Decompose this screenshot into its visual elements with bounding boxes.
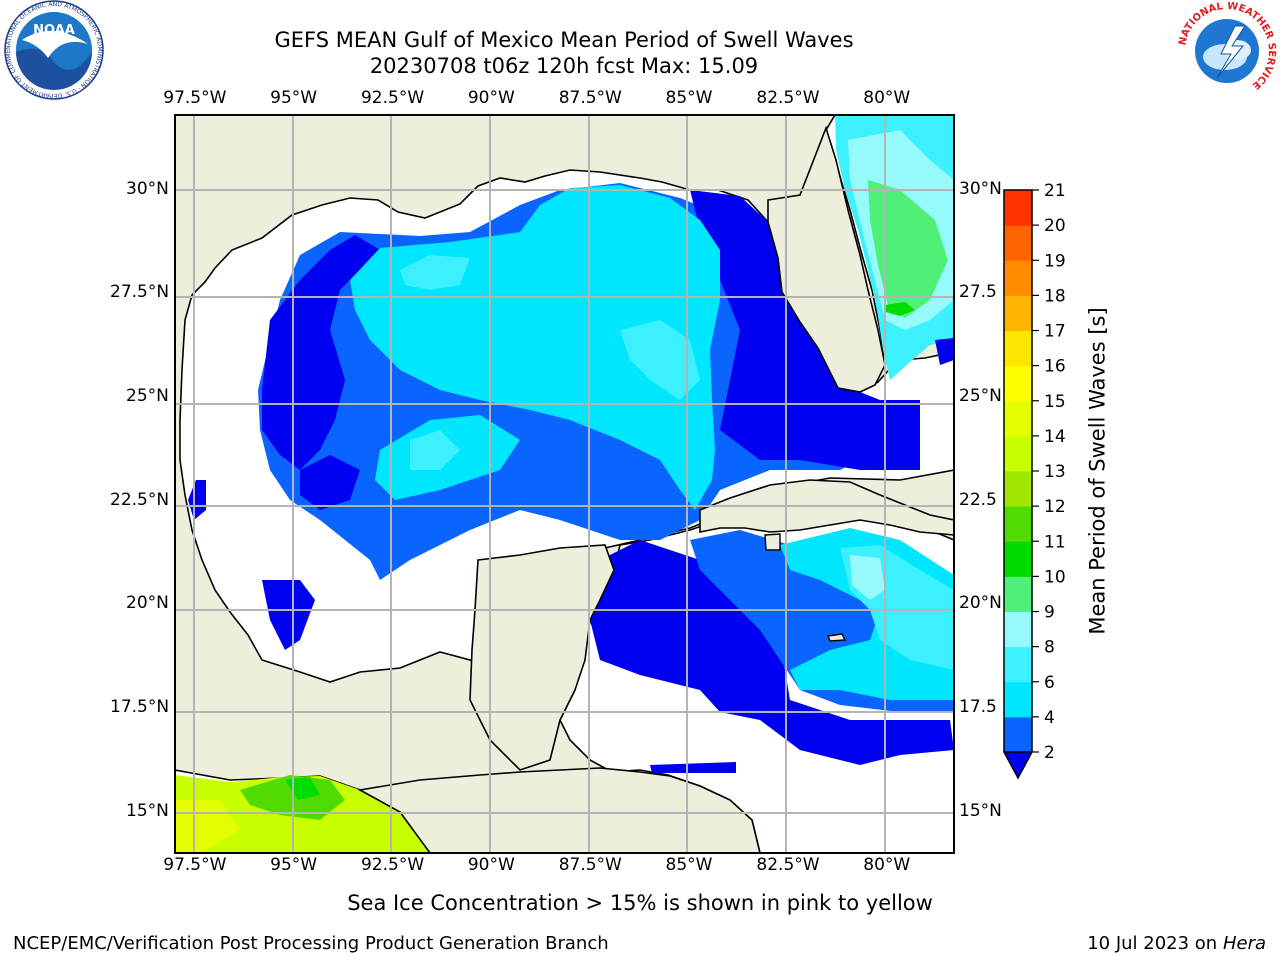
lat-tick-label: 27.5 xyxy=(959,282,997,303)
lat-tick-label: 20°N xyxy=(959,593,1002,614)
colorbar-segment xyxy=(1004,646,1032,683)
jamaica xyxy=(827,633,847,642)
lat-tick-label: 20°N xyxy=(126,593,169,614)
footer-machine: Hera xyxy=(1222,933,1266,954)
lat-tick-label: 17.5°N xyxy=(110,696,170,717)
swell-band-under-2-d xyxy=(590,540,954,765)
colorbar-segment xyxy=(1004,260,1032,296)
colorbar-segment xyxy=(1004,435,1032,472)
lon-tick-label: 87.5°W xyxy=(558,855,622,875)
colorbar-segment xyxy=(1004,681,1032,718)
colorbar-tick-label: 15 xyxy=(1044,392,1066,412)
colorbar-tick-label: 9 xyxy=(1044,603,1055,623)
lon-tick-label: 87.5°W xyxy=(558,88,622,108)
lon-tick-label: 97.5°W xyxy=(163,88,227,108)
lat-tick-label: 30°N xyxy=(126,178,169,199)
colorbar-tick-label: 13 xyxy=(1044,462,1066,482)
colorbar-segment xyxy=(1004,190,1032,226)
colorbar-tick-label: 20 xyxy=(1044,216,1066,236)
colorbar-segment xyxy=(1004,365,1032,402)
lat-tick-label: 22.5 xyxy=(959,489,997,510)
lon-tick-label: 97.5°W xyxy=(163,855,227,875)
sea-ice-note: Sea Ice Concentration > 15% is shown in … xyxy=(347,891,933,915)
lon-tick-label: 80°W xyxy=(863,855,911,875)
colorbar-segment xyxy=(1004,471,1032,507)
swell-band-under-2-f xyxy=(262,580,315,650)
lon-tick-label: 82.5°W xyxy=(756,88,820,108)
map-frame xyxy=(174,114,955,854)
lon-tick-label: 92.5°W xyxy=(360,88,425,108)
colorbar-segment xyxy=(1004,225,1032,261)
chart-title: GEFS MEAN Gulf of Mexico Mean Period of … xyxy=(274,28,854,52)
lat-tick-label: 25°N xyxy=(959,385,1002,406)
colorbar-segment xyxy=(1004,576,1032,612)
lon-tick-label: 85°W xyxy=(665,88,713,108)
colorbar-tick-label: 17 xyxy=(1044,322,1066,342)
swell-band-6-8-c xyxy=(410,430,460,470)
colorbar-tick-label: 6 xyxy=(1044,673,1055,693)
colorbar-tick-label: 21 xyxy=(1044,181,1066,201)
colorbar-segment xyxy=(1004,611,1032,648)
lon-tick-label: 82.5°W xyxy=(756,855,820,875)
colorbar-segment xyxy=(1004,295,1032,331)
lat-tick-label: 25°N xyxy=(126,385,169,406)
swell-atlantic-9-10 xyxy=(868,180,948,318)
colorbar-segment xyxy=(1004,506,1032,542)
colorbar-tick-label: 10 xyxy=(1044,567,1066,587)
chart-subtitle: 20230708 t06z 120h fcst Max: 15.09 xyxy=(369,54,759,78)
swell-band-6-8-b xyxy=(620,320,700,400)
swell-band-under-2 xyxy=(262,235,380,470)
swell-band-under-2-e xyxy=(188,480,206,520)
lat-tick-label: 30°N xyxy=(959,178,1002,199)
map-layers xyxy=(175,115,954,853)
colorbar-tick-label: 11 xyxy=(1044,532,1066,552)
cuba xyxy=(699,479,954,536)
colorbar: 2 4 6 8 9 10 11 12 13 14 15 16 17 18 19 20 21 xyxy=(1002,181,1066,780)
lon-tick-label: 90°W xyxy=(467,855,515,875)
colorbar-segment xyxy=(1004,330,1032,367)
swell-band-6-8 xyxy=(400,255,470,290)
lon-tick-label: 92.5°W xyxy=(360,855,425,875)
colorbar-segment xyxy=(1004,541,1032,577)
footer-credit: NCEP/EMC/Verification Post Processing Pr… xyxy=(13,933,609,954)
noaa-logo-text: NOAA xyxy=(33,23,75,38)
colorbar-tick-label: 12 xyxy=(1044,497,1066,517)
colorbar-tick-label: 2 xyxy=(1044,743,1055,763)
swell-caribbean-8-9 xyxy=(850,555,885,600)
swell-band-under-2-g xyxy=(650,762,736,773)
colorbar-tick-label: 4 xyxy=(1044,708,1055,728)
colorbar-extend-min xyxy=(1002,751,1034,780)
colorbar-segment xyxy=(1004,400,1032,437)
lon-tick-label: 95°W xyxy=(270,855,318,875)
colorbar-tick-label: 14 xyxy=(1044,427,1066,447)
noaa-logo: NATIONAL OCEANIC AND ATMOSPHERIC ADMINIS… xyxy=(2,0,104,100)
swell-atlantic-under-2 xyxy=(935,338,954,365)
colorbar-tick-label: 18 xyxy=(1044,286,1066,306)
graticule xyxy=(175,115,954,853)
nws-logo: NATIONAL WEATHER SERVICE xyxy=(1177,2,1277,99)
florida-peninsula xyxy=(767,125,886,393)
lat-tick-label: 27.5°N xyxy=(110,282,170,303)
lat-tick-label: 22.5°N xyxy=(110,489,170,510)
colorbar-segment xyxy=(1004,716,1032,753)
footer-date-text: 10 Jul 2023 on xyxy=(1087,933,1223,954)
lat-tick-label: 15°N xyxy=(126,800,169,821)
lon-tick-label: 80°W xyxy=(863,88,911,108)
colorbar-tick-label: 8 xyxy=(1044,638,1055,658)
lon-tick-label: 85°W xyxy=(665,855,713,875)
footer-date: 10 Jul 2023 on Hera xyxy=(1087,933,1266,954)
lon-tick-label: 95°W xyxy=(270,88,318,108)
swell-atlantic-10-11 xyxy=(885,302,915,316)
colorbar-tick-label: 16 xyxy=(1044,357,1066,377)
lon-tick-label: 90°W xyxy=(467,88,515,108)
central-america xyxy=(357,767,761,853)
swell-band-under-2-b xyxy=(300,455,360,510)
colorbar-label: Mean Period of Swell Waves [s] xyxy=(1085,307,1110,635)
lat-tick-label: 17.5 xyxy=(959,696,997,717)
colorbar-tick-label: 19 xyxy=(1044,251,1066,271)
isle-of-youth xyxy=(764,533,781,551)
lat-tick-label: 15°N xyxy=(959,800,1002,821)
